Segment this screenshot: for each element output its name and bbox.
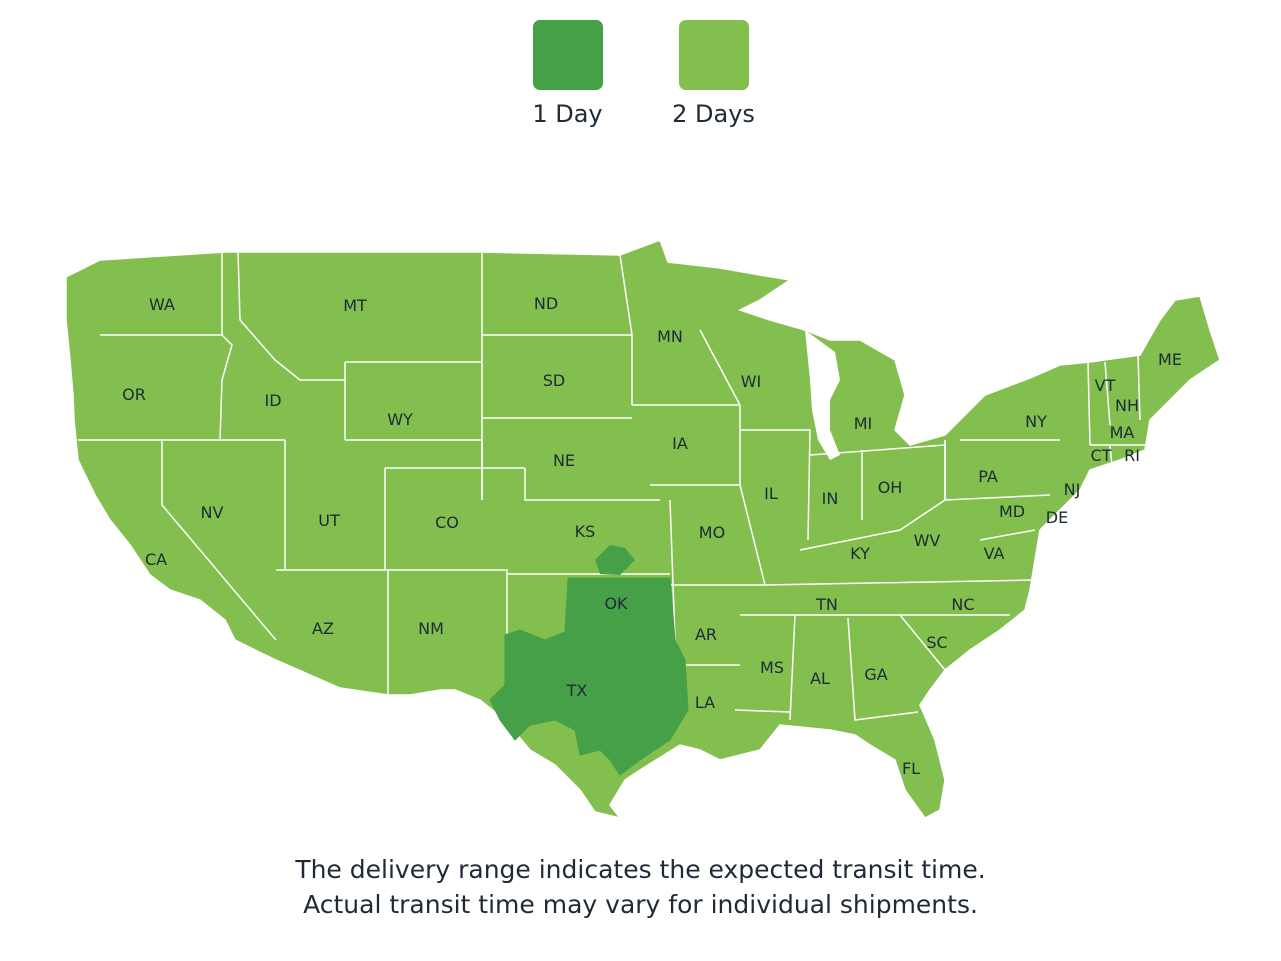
- state-label-md: MD: [999, 502, 1025, 521]
- legend-swatch-2-days: [678, 20, 749, 90]
- state-label-sc: SC: [926, 633, 947, 652]
- state-label-ne: NE: [553, 451, 575, 470]
- state-label-ma: MA: [1110, 423, 1135, 442]
- state-label-ct: CT: [1091, 446, 1112, 465]
- one-day-region: [489, 577, 689, 776]
- state-label-wa: WA: [149, 295, 175, 314]
- state-label-ks: KS: [575, 522, 596, 541]
- footer-line-2: Actual transit time may vary for individ…: [303, 890, 978, 919]
- state-label-sd: SD: [543, 371, 565, 390]
- state-label-wy: WY: [387, 410, 413, 429]
- state-label-me: ME: [1158, 350, 1182, 369]
- one-day-region-kansas-spur: [595, 545, 635, 575]
- state-label-or: OR: [122, 385, 146, 404]
- state-label-vt: VT: [1095, 376, 1116, 395]
- state-label-ms: MS: [760, 658, 784, 677]
- great-lakes-cutout: [805, 330, 840, 460]
- state-label-ut: UT: [318, 511, 340, 530]
- state-label-la: LA: [695, 693, 715, 712]
- state-label-ca: CA: [145, 550, 167, 569]
- footer-line-1: The delivery range indicates the expecte…: [295, 855, 986, 884]
- state-label-in: IN: [822, 489, 839, 508]
- state-label-co: CO: [435, 513, 459, 532]
- state-label-oh: OH: [878, 478, 903, 497]
- legend-label-2-days: 2 Days: [672, 100, 755, 128]
- state-label-az: AZ: [312, 619, 334, 638]
- legend-item-1-day: 1 Day: [529, 20, 607, 128]
- state-label-ia: IA: [672, 434, 688, 453]
- state-label-id: ID: [264, 391, 281, 410]
- state-label-mi: MI: [854, 414, 873, 433]
- state-label-fl: FL: [902, 759, 920, 778]
- state-label-wv: WV: [914, 531, 941, 550]
- state-label-tx: TX: [566, 681, 588, 700]
- state-label-tn: TN: [815, 595, 838, 614]
- legend: 1 Day 2 Days: [0, 20, 1281, 128]
- state-label-nv: NV: [201, 503, 224, 522]
- state-label-nj: NJ: [1064, 480, 1081, 499]
- state-label-mn: MN: [657, 327, 683, 346]
- state-label-ga: GA: [864, 665, 887, 684]
- legend-swatch-1-day: [532, 20, 603, 90]
- state-label-nd: ND: [534, 294, 558, 313]
- state-label-nc: NC: [951, 595, 974, 614]
- state-label-al: AL: [810, 669, 830, 688]
- state-label-ok: OK: [604, 594, 628, 613]
- state-label-ar: AR: [695, 625, 717, 644]
- us-landmass: [65, 239, 1221, 820]
- state-label-va: VA: [984, 544, 1005, 563]
- footer-disclaimer: The delivery range indicates the expecte…: [0, 852, 1281, 922]
- state-labels: WA OR CA ID NV MT WY UT AZ CO NM ND SD N…: [122, 294, 1182, 778]
- state-label-de: DE: [1046, 508, 1068, 527]
- state-label-nm: NM: [418, 619, 444, 638]
- state-label-pa: PA: [978, 467, 998, 486]
- state-label-ri: RI: [1124, 446, 1140, 465]
- state-label-mt: MT: [343, 296, 367, 315]
- state-label-nh: NH: [1115, 396, 1139, 415]
- state-label-wi: WI: [741, 372, 762, 391]
- legend-item-2-days: 2 Days: [672, 20, 755, 128]
- state-borders: [78, 251, 1145, 721]
- legend-label-1-day: 1 Day: [532, 100, 603, 128]
- state-label-ky: KY: [850, 544, 870, 563]
- state-label-il: IL: [764, 484, 778, 503]
- state-label-ny: NY: [1025, 412, 1047, 431]
- state-label-mo: MO: [699, 523, 725, 542]
